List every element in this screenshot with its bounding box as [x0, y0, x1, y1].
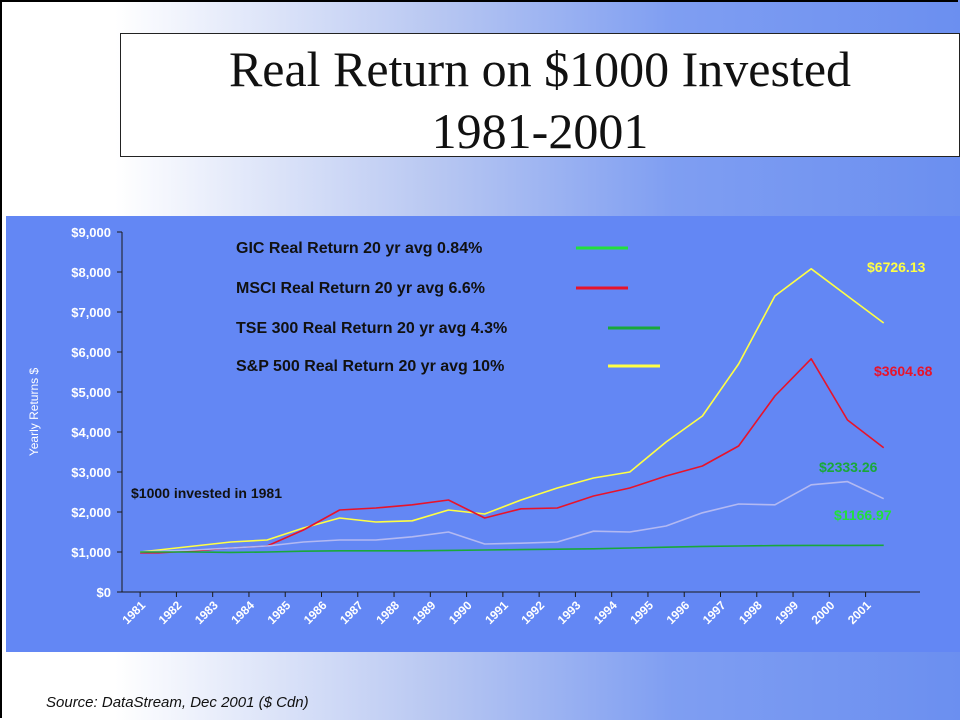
x-tick-label: 1983: [192, 598, 221, 627]
line-chart: $0 $1,000 $2,000 $3,000 $4,000 $5,000 $6,000 $7…: [27, 225, 933, 627]
x-tick-label: 1994: [591, 598, 620, 627]
title-line-2: 1981-2001: [431, 103, 649, 159]
y-tick-label: $0: [97, 585, 111, 600]
x-tick-label: 1990: [446, 598, 475, 627]
note-label: $1000 invested in 1981: [131, 485, 282, 501]
source-note: Source: DataStream, Dec 2001 ($ Cdn): [46, 694, 309, 711]
x-tick-label: 2001: [845, 598, 874, 627]
legend-label: TSE 300 Real Return 20 yr avg 4.3%: [236, 320, 507, 337]
x-tick-label: 1997: [700, 598, 729, 627]
x-tick-label: 1982: [156, 598, 185, 627]
y-tick-label: $8,000: [71, 265, 111, 280]
y-tick-label: $7,000: [71, 305, 111, 320]
value-label: $2333.26: [819, 459, 878, 475]
x-tick-label: 1988: [373, 598, 402, 627]
page-title: Real Return on $1000 Invested 1981-2001: [120, 38, 960, 162]
y-tick-label: $2,000: [71, 505, 111, 520]
x-tick-label: 1993: [555, 598, 584, 627]
x-tick-label: 1985: [265, 598, 294, 627]
legend-label: GIC Real Return 20 yr avg 0.84%: [236, 240, 482, 257]
series-line-3: [140, 544, 884, 554]
x-tick-label: 1989: [410, 598, 439, 627]
value-label: $1166.97: [834, 507, 892, 523]
y-tick-label: $5,000: [71, 385, 111, 400]
series-line-0: [140, 267, 885, 553]
y-tick-label: $4,000: [71, 425, 111, 440]
y-tick-label: $6,000: [71, 345, 111, 360]
title-line-1: Real Return on $1000 Invested: [228, 41, 852, 97]
y-tick-label: $9,000: [71, 225, 111, 240]
title-box: [120, 33, 960, 157]
legend-label: S&P 500 Real Return 20 yr avg 10%: [236, 358, 504, 375]
series-line-2: [140, 480, 885, 553]
x-tick-label: 1998: [736, 598, 765, 627]
y-axis-label: Yearly Returns $: [27, 368, 41, 457]
value-label: $3604.68: [874, 363, 933, 379]
x-tick-label: 1995: [627, 598, 656, 627]
x-tick-label: 1999: [772, 598, 801, 627]
x-tick-label: 1981: [119, 598, 148, 627]
x-tick-label: 1992: [518, 598, 547, 627]
value-label: $6726.13: [867, 259, 926, 275]
legend-label: MSCI Real Return 20 yr avg 6.6%: [236, 280, 485, 297]
x-tick-label: 1996: [664, 598, 693, 627]
x-tick-label: 1987: [337, 598, 366, 627]
x-tick-label: 1984: [228, 598, 257, 627]
x-tick-label: 1986: [301, 598, 330, 627]
chart-panel: $0 $1,000 $2,000 $3,000 $4,000 $5,000 $6,000 $7…: [6, 216, 960, 652]
x-tick-label: 2000: [809, 598, 838, 627]
x-tick-label: 1991: [482, 598, 511, 627]
y-tick-label: $1,000: [71, 545, 111, 560]
y-tick-label: $3,000: [71, 465, 111, 480]
series-line-1: [140, 358, 885, 554]
